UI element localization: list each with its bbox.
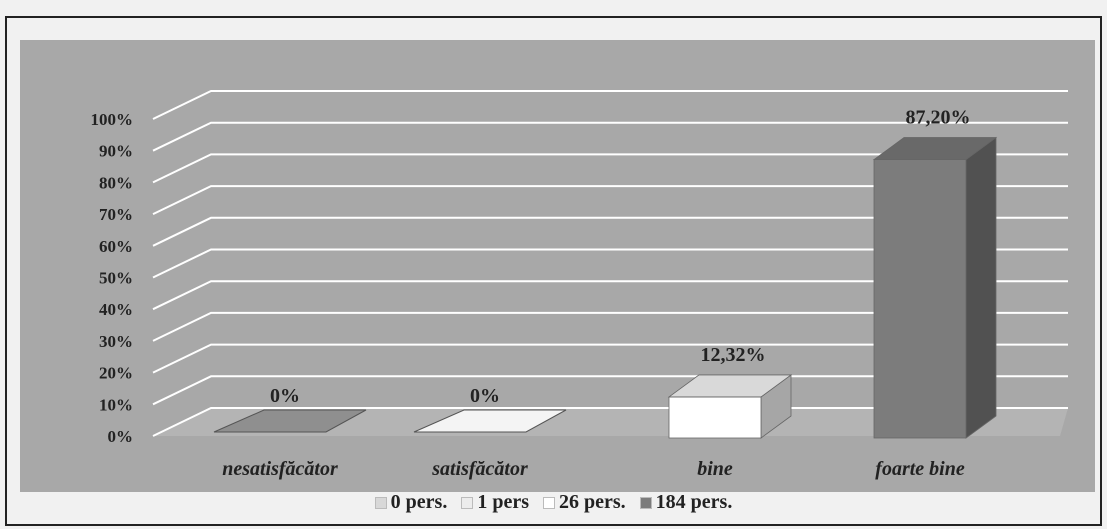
data-label: 0% — [470, 385, 500, 407]
bar — [873, 159, 967, 439]
legend-label: 1 pers — [477, 491, 529, 513]
gridline — [152, 90, 1068, 120]
legend-swatch — [461, 497, 474, 510]
bar — [213, 409, 367, 433]
legend-label: 184 pers. — [655, 491, 733, 513]
gridline — [152, 153, 1068, 184]
gridline — [152, 280, 1068, 311]
legend-swatch — [543, 497, 555, 510]
data-label: 0% — [270, 385, 300, 407]
gridline — [152, 185, 1068, 216]
legend-item: 0 pers. — [374, 491, 448, 514]
legend-item: 1 pers — [461, 491, 529, 514]
bar — [413, 409, 567, 433]
y-tick-label: 100% — [91, 110, 134, 129]
legend-item: 184 pers. — [639, 491, 733, 514]
y-tick-label: 80% — [99, 173, 133, 192]
y-tick-label: 0% — [108, 427, 134, 446]
bar-top — [667, 374, 793, 398]
bar-side — [965, 136, 997, 439]
data-label: 87,20% — [906, 107, 971, 129]
y-tick-label: 60% — [99, 237, 133, 256]
y-tick-label: 90% — [99, 142, 133, 161]
gridline — [152, 121, 1068, 152]
y-tick-label: 30% — [99, 332, 133, 351]
gridline — [152, 343, 1068, 374]
y-tick-label: 20% — [99, 364, 133, 383]
y-tick-label: 70% — [99, 205, 133, 224]
legend-label: 26 pers. — [559, 491, 626, 513]
category-label: satisfăcător — [431, 458, 528, 480]
floor — [153, 408, 1068, 436]
bar — [668, 396, 762, 439]
y-tick-label: 50% — [99, 269, 133, 288]
category-label: nesatisfăcător — [222, 458, 338, 480]
data-label: 12,32% — [701, 344, 766, 366]
bar-top — [872, 137, 998, 160]
y-tick-label: 40% — [99, 300, 133, 319]
legend-swatch — [374, 497, 387, 510]
gridline — [152, 311, 1068, 342]
category-label: bine — [697, 458, 733, 480]
gridline — [152, 216, 1068, 247]
y-tick-label: 10% — [99, 395, 133, 414]
legend: 0 pers. 1 pers 26 pers. 184 pers. — [0, 491, 1107, 514]
category-label: foarte bine — [875, 458, 965, 480]
legend-label: 0 pers. — [390, 491, 448, 513]
gridline — [152, 248, 1068, 279]
legend-swatch — [639, 497, 652, 510]
legend-item: 26 pers. — [543, 491, 626, 514]
